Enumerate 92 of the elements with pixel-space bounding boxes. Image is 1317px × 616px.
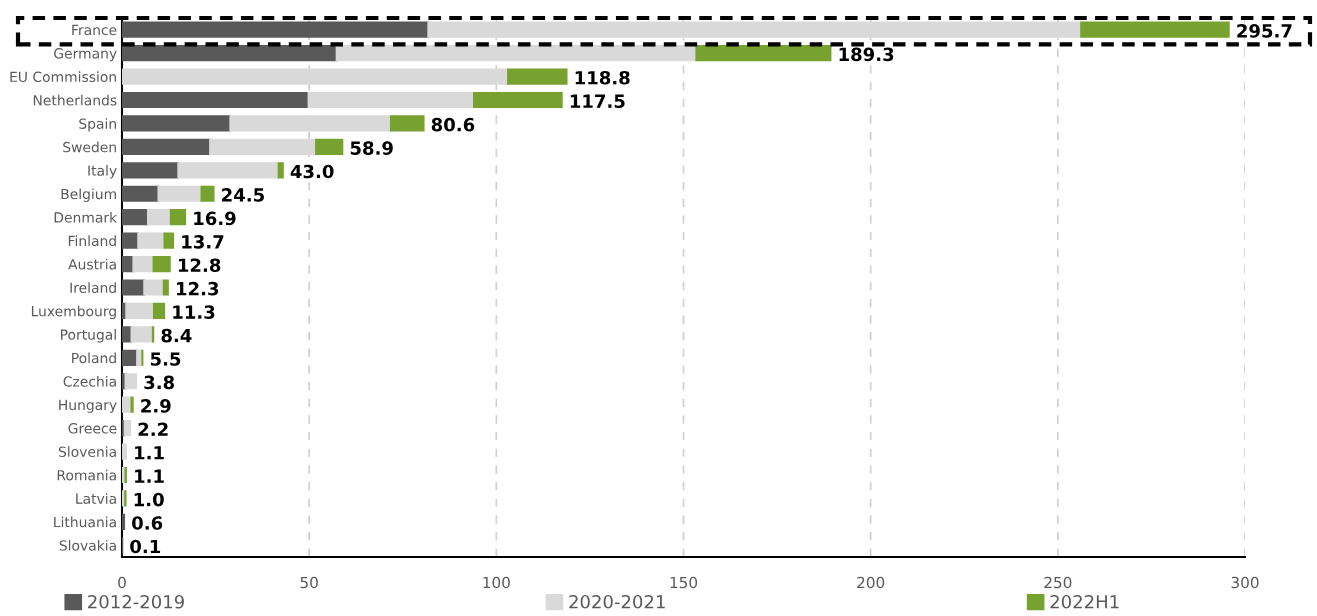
y-tick-label: Netherlands <box>33 94 117 106</box>
total-label: 43.0 <box>290 164 334 179</box>
total-label: 58.9 <box>350 141 393 155</box>
total-label: 295.7 <box>1237 24 1292 38</box>
bar <box>146 209 172 226</box>
total-label: 11.3 <box>173 305 215 319</box>
total-label: 1.1 <box>135 446 164 460</box>
y-tick-label: Luxembourg <box>31 305 116 320</box>
total-label: 0.1 <box>130 539 161 554</box>
bar <box>122 91 310 109</box>
y-tick-label: Slovenia <box>58 446 116 458</box>
bar <box>122 443 127 460</box>
y-tick-label: Latvia <box>76 493 116 504</box>
total-label: 3.8 <box>144 375 175 390</box>
x-tick-label: 150 <box>670 576 698 589</box>
total-label: 5.5 <box>150 352 181 366</box>
bar <box>157 185 203 202</box>
y-tick-label: Spain <box>79 118 116 132</box>
bar <box>143 279 165 296</box>
x-tick-label: 50 <box>300 576 318 589</box>
y-tick-label: Italy <box>88 165 117 179</box>
y-tick-label: Germany <box>54 48 117 62</box>
y-tick-label: Lithuania <box>54 516 116 528</box>
total-label: 12.3 <box>177 281 219 296</box>
total-label: 1.0 <box>134 492 164 507</box>
total-label: 13.7 <box>182 234 224 249</box>
x-tick-label: 100 <box>483 576 510 589</box>
x-tick-label: 200 <box>857 576 885 589</box>
y-tick-label: Austria <box>68 258 116 270</box>
x-tick-label: 300 <box>1231 576 1259 589</box>
bar <box>137 232 166 249</box>
x-tick-label: 0 <box>118 576 126 589</box>
y-tick-label: Czechia <box>63 375 116 387</box>
bar <box>473 91 563 109</box>
y-tick-label: Denmark <box>54 211 118 223</box>
bar <box>122 21 430 38</box>
total-label: 16.9 <box>194 211 236 226</box>
bar <box>130 326 154 343</box>
legend-label: 2020-2021 <box>569 594 665 609</box>
bar <box>122 115 232 132</box>
y-tick-label: Portugal <box>60 329 116 343</box>
bar <box>122 162 179 179</box>
total-label: 24.5 <box>222 188 264 202</box>
bar <box>163 232 175 249</box>
total-label: 117.5 <box>570 94 625 109</box>
bar <box>123 420 132 437</box>
bar <box>169 209 187 226</box>
bar <box>125 302 155 320</box>
total-label: 12.8 <box>178 258 221 273</box>
bar <box>277 162 284 179</box>
x-tick-label: 250 <box>1044 576 1072 589</box>
bar <box>162 279 169 296</box>
y-tick-label: Ireland <box>70 282 116 293</box>
bar <box>695 45 832 62</box>
y-tick-label: Greece <box>68 423 117 434</box>
total-label: 0.6 <box>132 516 163 530</box>
bar <box>152 255 171 273</box>
total-label: 8.4 <box>161 328 192 343</box>
y-tick-label: Sweden <box>63 141 116 153</box>
bar <box>152 302 166 320</box>
bar <box>122 279 145 296</box>
y-tick-label: Slovakia <box>59 540 116 551</box>
bar <box>124 373 138 390</box>
y-tick-label: Romania <box>57 469 116 481</box>
bar <box>507 68 568 85</box>
bar <box>335 45 698 62</box>
bar <box>122 209 149 226</box>
bar <box>389 115 425 132</box>
total-label: 80.6 <box>431 117 475 132</box>
bar <box>122 185 160 202</box>
legend-label: 2012-2019 <box>88 594 184 609</box>
total-label: 1.1 <box>135 469 164 483</box>
bar <box>122 138 211 155</box>
legend-label: 2022H1 <box>1050 594 1119 609</box>
y-tick-label: Hungary <box>59 399 117 413</box>
bar <box>132 255 155 273</box>
y-tick-label: Belgium <box>61 188 116 202</box>
bar <box>122 45 338 62</box>
total-label: 118.8 <box>575 70 630 85</box>
y-tick-label: France <box>72 24 117 36</box>
total-label: 189.3 <box>839 47 894 62</box>
bar <box>122 513 126 530</box>
y-tick-label: Finland <box>68 235 116 247</box>
bar <box>315 138 344 155</box>
bar <box>177 162 280 179</box>
bar <box>1080 21 1230 38</box>
bar <box>200 185 215 202</box>
y-tick-label: EU Commission <box>10 71 116 83</box>
bar <box>307 91 475 109</box>
total-label: 2.9 <box>141 399 171 413</box>
y-tick-label: Poland <box>72 352 116 364</box>
total-label: 2.2 <box>138 422 168 436</box>
